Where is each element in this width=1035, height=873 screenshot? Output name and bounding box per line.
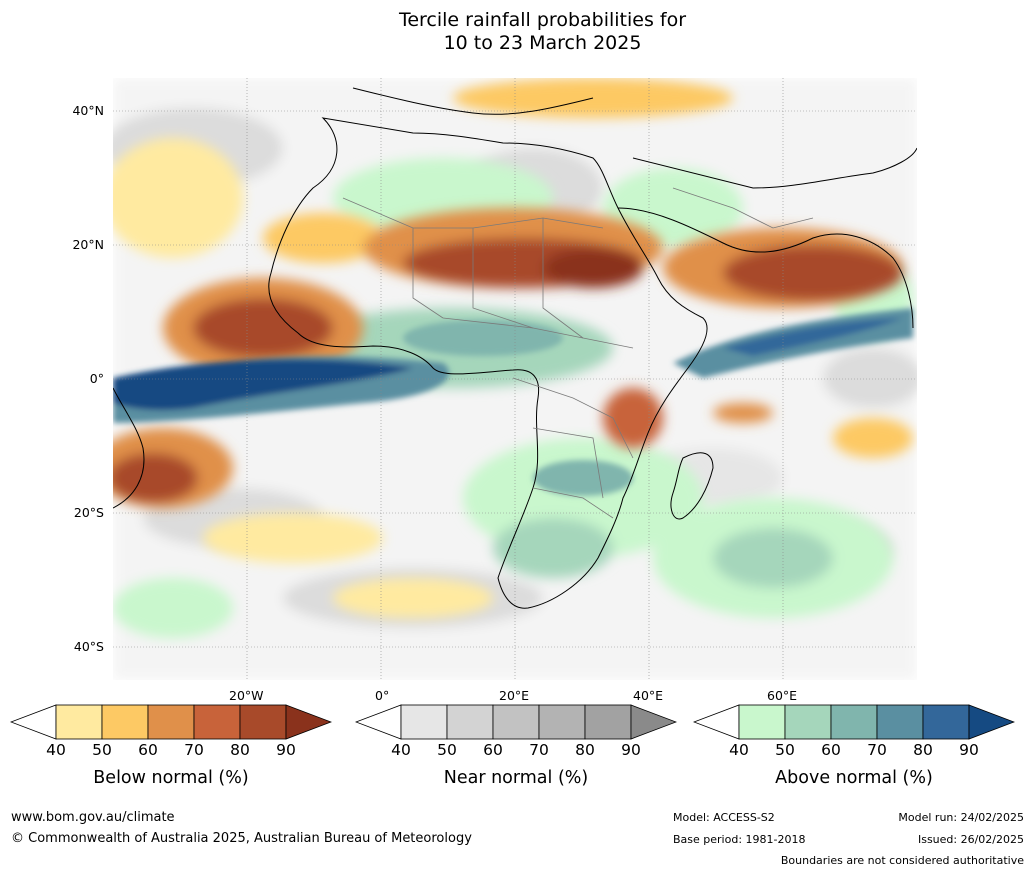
lat-label-equator: 0° [89,371,104,386]
above-normal-bands [113,308,913,496]
near-normal-swatch [584,704,632,740]
below-normal-tick-label: 80 [230,741,250,759]
colorbar-below-normal [9,704,333,744]
below-normal-swatch [101,704,149,740]
above-normal-tick-label: 90 [959,741,979,759]
graticule [113,78,917,680]
near-normal-tick-label: 90 [621,741,641,759]
disclaimer-text: Boundaries are not considered authoritat… [780,854,1024,867]
colorbar-near-normal-title: Near normal (%) [443,768,589,788]
near-normal-tick-label: 60 [483,741,503,759]
above-normal-swatch [876,704,924,740]
above-normal-tick-label: 60 [821,741,841,759]
above-normal-arrow-high [968,704,1016,740]
below-normal-tick-label: 70 [184,741,204,759]
near-normal-tick-label: 50 [437,741,457,759]
below-normal-swatch [147,704,195,740]
colorbar-near-normal-swatches [354,704,678,740]
country-boundaries [342,187,814,519]
above-normal-swatch [738,704,786,740]
above-normal-tick-label: 80 [913,741,933,759]
title-line-2: 10 to 23 March 2025 [443,32,642,54]
chart-title: Tercile rainfall probabilities for 10 to… [0,9,1035,55]
near-normal-swatch [400,704,448,740]
near-normal-tick-label: 70 [529,741,549,759]
title-line-1: Tercile rainfall probabilities for [398,9,687,31]
lon-label-40e: 40°E [633,688,664,703]
lon-label-0: 0° [375,688,390,703]
colorbar-near-normal [354,704,678,744]
below-normal-arrow-low [9,704,57,740]
coastlines [113,87,917,609]
lon-label-20e: 20°E [499,688,530,703]
model-text: Model: ACCESS-S2 [673,811,775,824]
below-normal-swatch [55,704,103,740]
near-normal-arrow-high [630,704,678,740]
near-normal-swatch [446,704,494,740]
colorbar-below-normal-title: Below normal (%) [93,768,249,788]
above-normal-tick-label: 40 [729,741,749,759]
below-normal-arrow-high [285,704,333,740]
copyright-text: © Commonwealth of Australia 2025, Austra… [11,831,472,846]
colorbar-above-normal [692,704,1016,744]
above-normal-tick-label: 50 [775,741,795,759]
lat-label-40n: 40°N [72,103,104,118]
colorbar-above-normal-title: Above normal (%) [775,768,933,788]
above-normal-swatch [830,704,878,740]
near-normal-tick-label: 40 [391,741,411,759]
below-normal-tick-label: 50 [92,741,112,759]
lon-label-60e: 60°E [767,688,798,703]
above-normal-swatch [922,704,970,740]
base-period-text: Base period: 1981-2018 [673,833,806,846]
near-normal-arrow-low [354,704,402,740]
near-normal-swatch [492,704,540,740]
model-run-text: Model run: 24/02/2025 [898,811,1024,824]
below-normal-tick-label: 40 [46,741,66,759]
lat-label-40s: 40°S [73,639,104,654]
lat-label-20n: 20°N [72,237,104,252]
map-canvas [113,78,917,680]
above-normal-tick-label: 70 [867,741,887,759]
above-normal-swatch [784,704,832,740]
below-normal-swatch [193,704,241,740]
below-normal-regions [113,78,913,618]
below-normal-tick-label: 90 [276,741,296,759]
lon-label-20w: 20°W [229,688,264,703]
near-normal-swatch [538,704,586,740]
above-normal-arrow-low [692,704,740,740]
near-normal-tick-label: 80 [575,741,595,759]
below-normal-swatch [239,704,287,740]
website-link[interactable]: www.bom.gov.au/climate [11,810,175,825]
colorbar-above-normal-swatches [692,704,1016,740]
issued-text: Issued: 26/02/2025 [917,833,1024,846]
lat-label-20s: 20°S [73,505,104,520]
colorbar-below-normal-swatches [9,704,333,740]
below-normal-tick-label: 60 [138,741,158,759]
rainfall-probability-map [113,78,917,680]
